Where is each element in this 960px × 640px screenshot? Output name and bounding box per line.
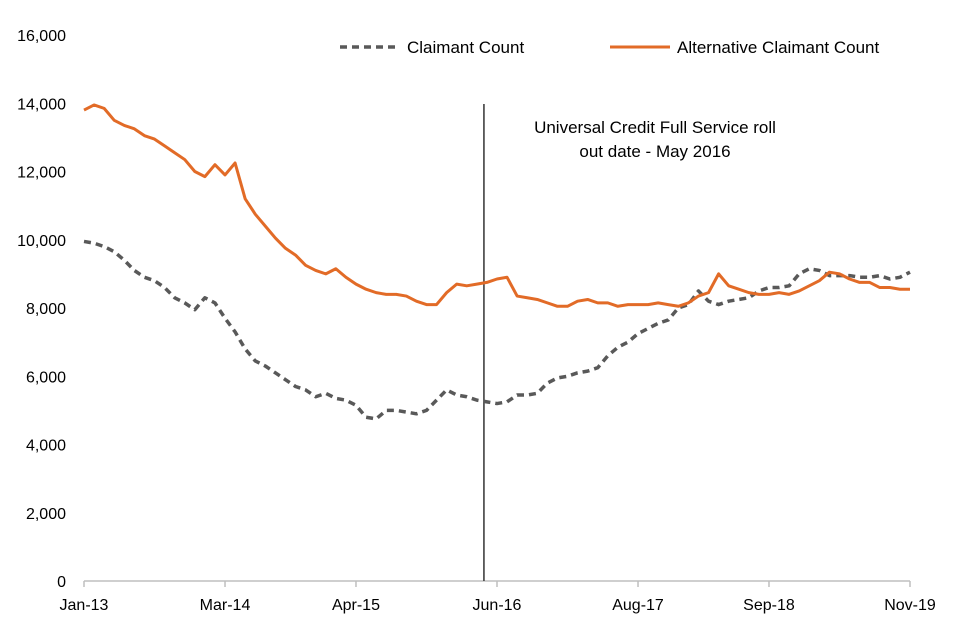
legend-label-claimant-count: Claimant Count (407, 38, 524, 57)
series-line-claimant-count (83, 239, 911, 421)
x-tick-label: Mar-14 (200, 597, 251, 614)
series-line-alternative-claimant-count (83, 103, 910, 308)
x-axis-ticks (83, 581, 911, 587)
series-lines (83, 103, 911, 421)
x-axis-labels: Jan-13 Mar-14 Apr-15 Jun-16 Aug-17 Sep-18 Nov-… (60, 597, 936, 614)
y-tick-label: 2,000 (26, 506, 66, 523)
x-tick-label: Sep-18 (743, 597, 795, 614)
y-tick-label: 16,000 (17, 28, 66, 45)
y-tick-label: 10,000 (17, 233, 66, 250)
y-tick-label: 8,000 (26, 301, 66, 318)
y-tick-label: 4,000 (26, 438, 66, 455)
x-tick-label: Jun-16 (473, 597, 522, 614)
y-tick-label: 6,000 (26, 369, 66, 386)
legend-item-claimant-count: Claimant Count (340, 38, 524, 57)
y-tick-label: 12,000 (17, 165, 66, 182)
y-tick-label: 14,000 (17, 96, 66, 113)
legend-item-alternative-claimant-count: Alternative Claimant Count (610, 38, 879, 57)
annotation-line-2: out date - May 2016 (579, 142, 730, 161)
x-tick-label: Apr-15 (332, 597, 380, 614)
legend-label-alternative-claimant-count: Alternative Claimant Count (677, 38, 879, 57)
annotation-line-1: Universal Credit Full Service roll (534, 118, 776, 137)
x-tick-label: Jan-13 (60, 597, 109, 614)
legend: Claimant Count Alternative Claimant Coun… (340, 38, 879, 57)
y-axis-labels: 0 2,000 4,000 6,000 8,000 10,000 12,000 14,000 1… (17, 28, 66, 591)
y-tick-label: 0 (57, 574, 66, 591)
rollout-marker: Universal Credit Full Service roll out d… (483, 104, 776, 581)
x-tick-label: Nov-19 (884, 597, 936, 614)
x-tick-label: Aug-17 (612, 597, 664, 614)
